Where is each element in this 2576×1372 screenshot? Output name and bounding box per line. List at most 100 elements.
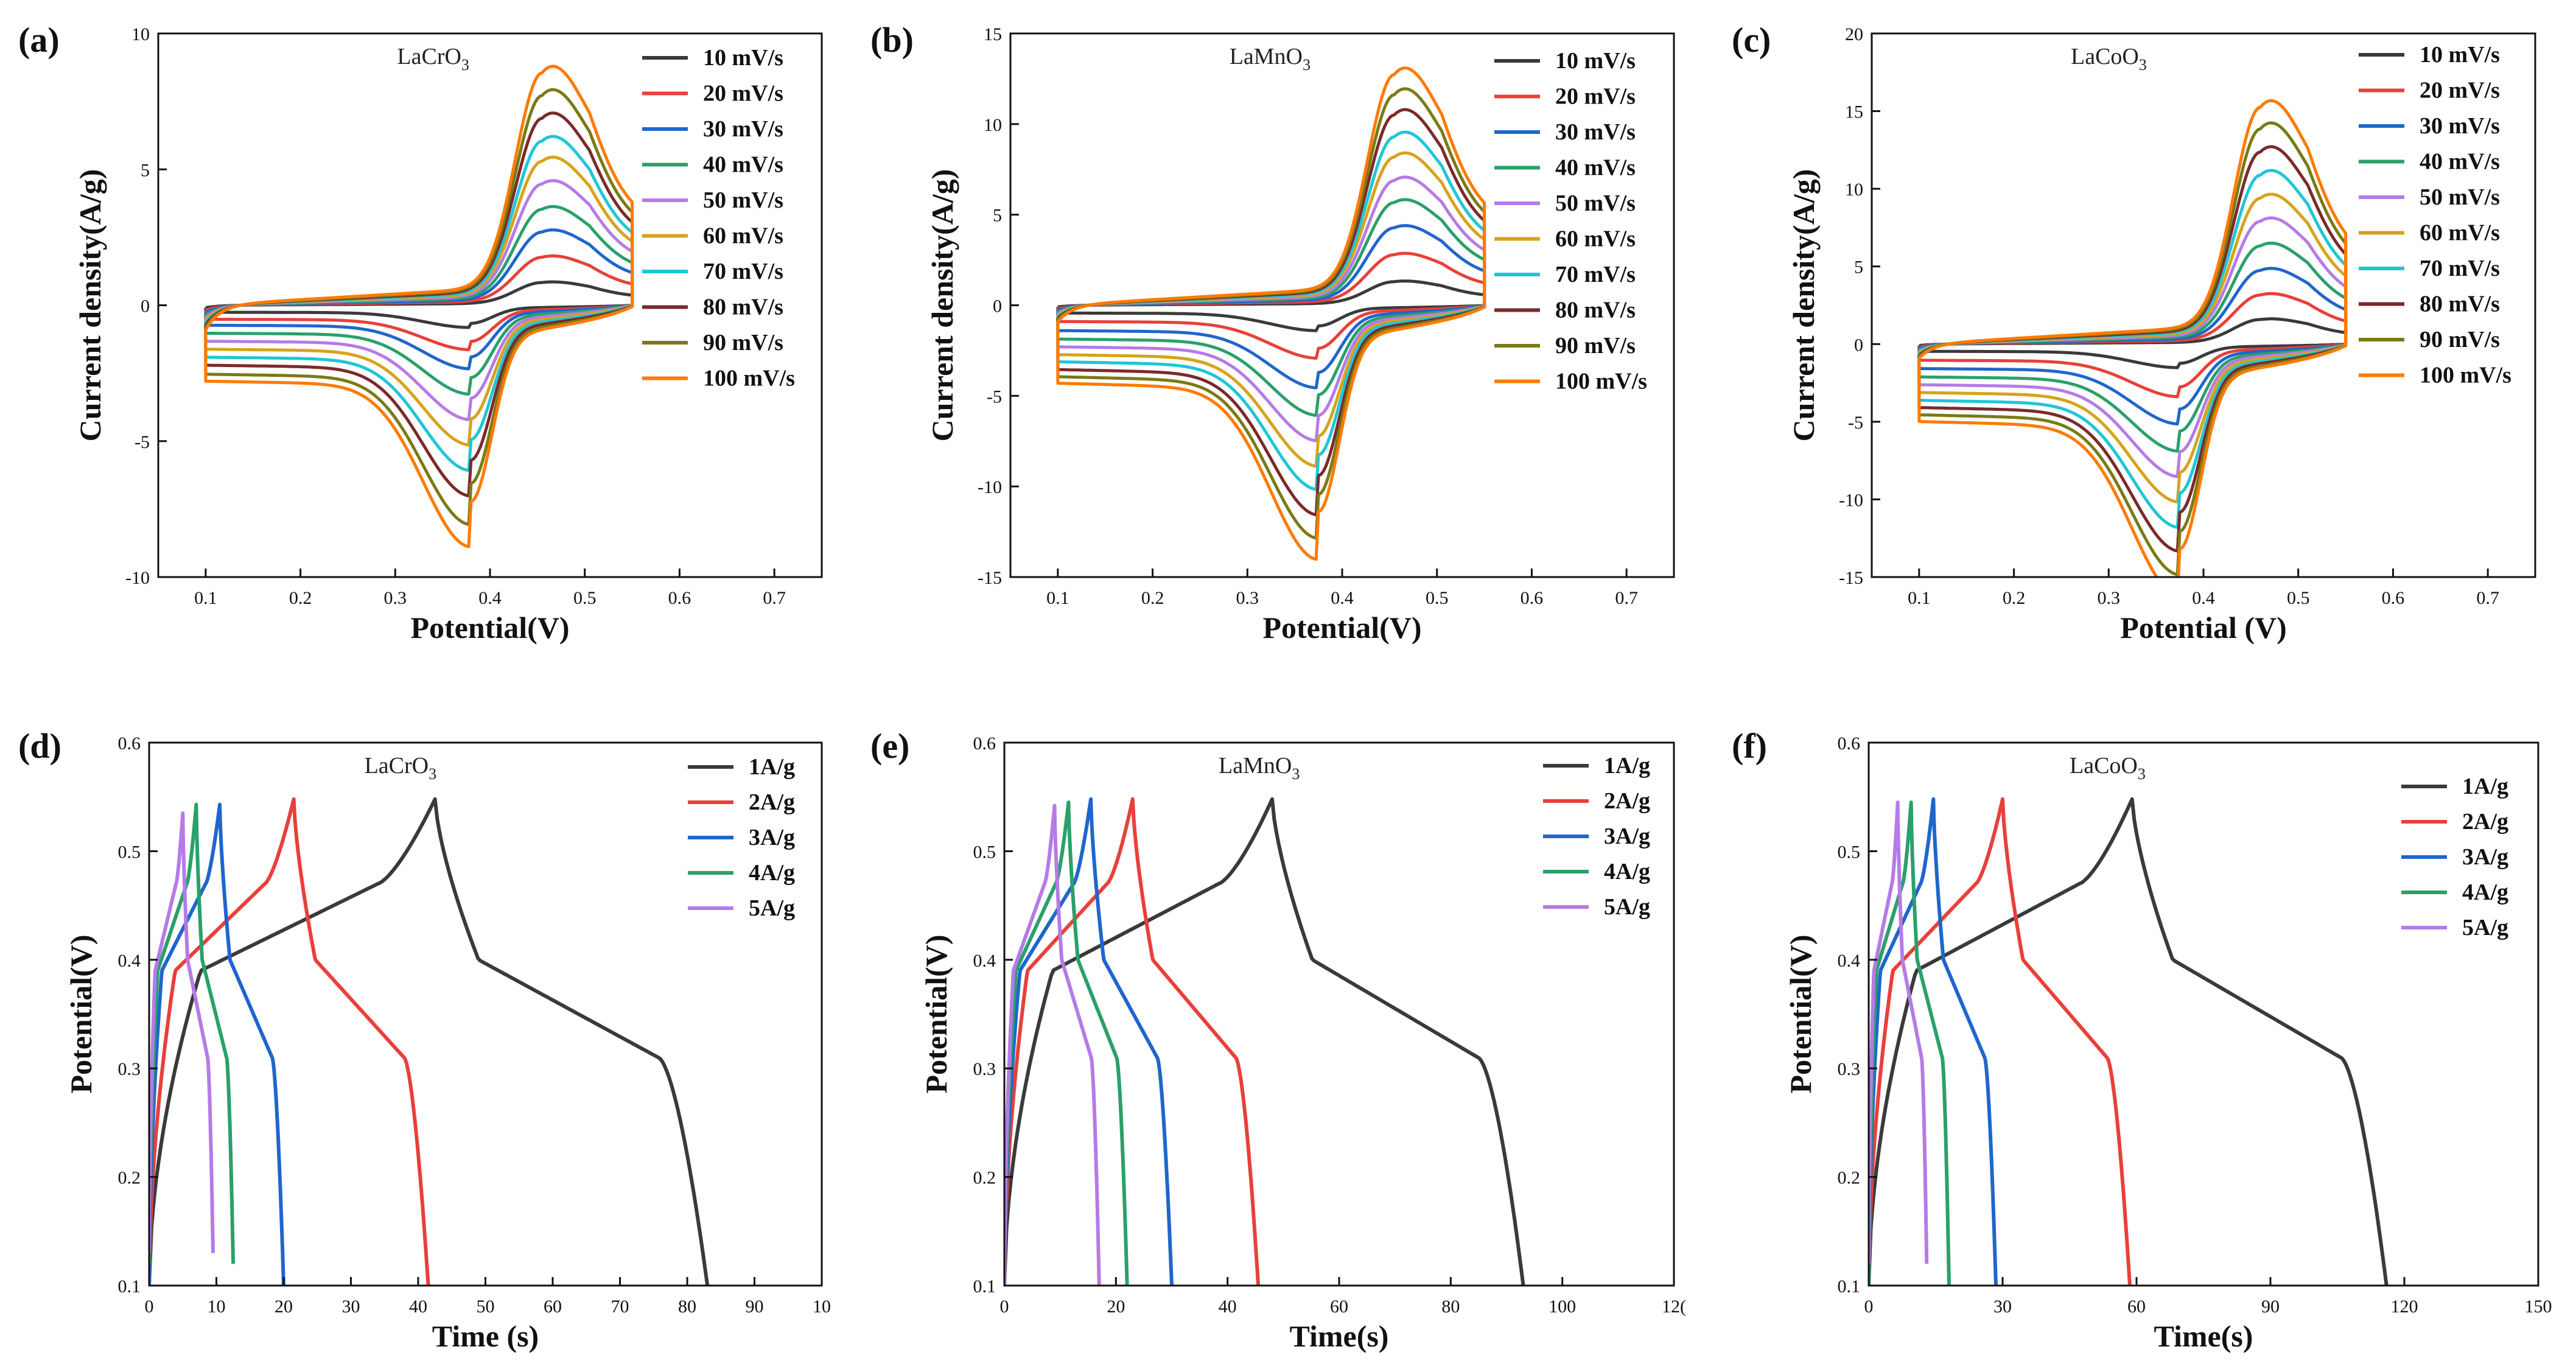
x-tick-label: 90: [746, 1297, 764, 1317]
legend-label: 10 mV/s: [703, 45, 783, 71]
legend-label: 60 mV/s: [1555, 226, 1636, 252]
legend-label: 50 mV/s: [2420, 184, 2500, 210]
x-tick-label: 0.3: [1236, 588, 1259, 608]
x-tick-label: 0.2: [1141, 588, 1164, 608]
y-axis-title: Current density(A/g): [1787, 169, 1821, 442]
legend-label: 20 mV/s: [1555, 84, 1636, 110]
x-tick-label: 90: [2261, 1297, 2280, 1317]
y-tick-label: 0.2: [973, 1168, 996, 1188]
y-tick-label: 0: [1854, 335, 1863, 355]
legend-label: 100 mV/s: [2420, 363, 2511, 388]
chart-panel-f: 0 30 60 90 120 150 0.1 0.2 0.3 0.4 0.5 0.6 Time(s) Po…: [1732, 726, 2552, 1353]
y-tick-label: 5: [1854, 257, 1863, 278]
legend-label: 80 mV/s: [2420, 292, 2500, 317]
x-tick-label: 0.5: [2287, 588, 2310, 608]
plot-frame: [148, 741, 823, 1287]
series-line-100-mv-s: [204, 65, 634, 548]
y-tick-label: 0.1: [973, 1276, 996, 1297]
legend-label: 1A/g: [749, 754, 795, 780]
legend-label: 2A/g: [1604, 788, 1650, 814]
legend-label: 70 mV/s: [703, 259, 783, 284]
x-tick-label: 0.7: [1615, 588, 1638, 608]
x-tick-label: 0.5: [1426, 588, 1449, 608]
legend-label: 100 mV/s: [1555, 369, 1647, 394]
y-tick-label: 20: [1845, 24, 1863, 44]
panel-label: (c): [1732, 20, 1771, 60]
chart-title: LaMnO3: [1230, 44, 1311, 74]
x-axis-title: Time(s): [1290, 1319, 1389, 1353]
y-tick-label: -5: [1848, 413, 1863, 433]
legend-label: 3A/g: [2462, 844, 2508, 870]
x-tick-label: 150: [2525, 1297, 2552, 1317]
x-tick-label: 40: [1219, 1297, 1237, 1317]
legend: 1A/g 2A/g 3A/g 4A/g 5A/g: [688, 754, 795, 921]
y-tick-label: 0.6: [1838, 733, 1861, 754]
x-tick-label: 60: [544, 1297, 562, 1317]
y-tick-label: 10: [1845, 180, 1863, 200]
x-tick-label: 0.7: [763, 588, 786, 608]
panel-label: (a): [18, 20, 60, 60]
y-tick-label: -5: [135, 432, 150, 452]
y-tick-label: -5: [987, 387, 1002, 407]
plot-frame: [1003, 741, 1675, 1287]
series-line-2a-g: [149, 797, 430, 1286]
y-tick-label: 5: [141, 160, 150, 180]
legend-label: 4A/g: [1604, 859, 1650, 884]
legend: 10 mV/s 20 mV/s 30 mV/s 40 mV/s 50 mV/s 60 mV…: [2359, 42, 2511, 388]
x-tick-label: 50: [477, 1297, 495, 1317]
legend-label: 70 mV/s: [1555, 262, 1636, 287]
x-tick-label: 0.6: [668, 588, 691, 608]
chart-title: LaCrO3: [365, 753, 437, 783]
y-tick-label: -10: [978, 477, 1002, 497]
series-line-4a-g: [1869, 800, 1951, 1286]
x-axis-title: Potential (V): [2120, 611, 2287, 645]
legend-label: 10 mV/s: [2420, 42, 2500, 68]
chart-panel-c: 0.1 0.2 0.3 0.4 0.5 0.6 0.7 -15 -10 -5 0 5 10 15 20 Pot…: [1732, 20, 2536, 645]
y-tick-label: 10: [131, 24, 150, 44]
x-tick-label: 0: [145, 1297, 154, 1317]
x-tick-label: 0.1: [1908, 588, 1931, 608]
y-axis-title: Current density(A/g): [73, 169, 107, 442]
legend-label: 4A/g: [2462, 880, 2508, 905]
legend-label: 3A/g: [749, 825, 795, 850]
x-tick-label: 30: [342, 1297, 360, 1317]
y-tick-label: 0.3: [1838, 1059, 1861, 1079]
y-tick-label: 0.1: [118, 1276, 141, 1297]
x-tick-label: 0.7: [2476, 588, 2499, 608]
legend-label: 5A/g: [749, 895, 795, 921]
x-tick-label: 0.3: [384, 588, 407, 608]
x-tick-label: 0.1: [194, 588, 217, 608]
legend-label: 90 mV/s: [1555, 333, 1636, 359]
series-line-1a-g: [1869, 797, 2389, 1286]
x-tick-label: 30: [1993, 1297, 2012, 1317]
y-tick-label: 0: [141, 296, 150, 317]
x-tick-label: 60: [1330, 1297, 1348, 1317]
y-tick-label: 0.6: [973, 733, 996, 754]
y-tick-label: 0.3: [118, 1059, 141, 1079]
legend-label: 5A/g: [1604, 894, 1650, 920]
x-tick-label: 0: [1000, 1297, 1009, 1317]
y-tick-label: 0.5: [1838, 842, 1861, 862]
x-tick-label: 0.2: [289, 588, 312, 608]
legend-label: 40 mV/s: [2420, 149, 2500, 175]
y-tick-label: -15: [978, 568, 1002, 588]
chart-panel-b: 0.1 0.2 0.3 0.4 0.5 0.6 0.7 -15 -10 -5 0 5 10 15 Poten…: [870, 20, 1675, 645]
y-tick-label: 0.1: [1838, 1276, 1861, 1297]
y-tick-label: 0.4: [1838, 951, 1861, 971]
x-tick-label: 0.1: [1046, 588, 1069, 608]
chart-panel-a: 0.1 0.2 0.3 0.4 0.5 0.6 0.7 -10 -5 0 5 10 Potential(…: [18, 20, 823, 645]
legend: 1A/g 2A/g 3A/g 4A/g 5A/g: [2401, 774, 2508, 940]
y-tick-label: -15: [1839, 568, 1863, 588]
y-axis-title: Potential(V): [1783, 934, 1818, 1093]
y-tick-label: 0: [993, 296, 1002, 317]
y-axis-title: Current density(A/g): [925, 169, 959, 442]
legend-label: 20 mV/s: [2420, 78, 2500, 103]
plot-frame: [1867, 741, 2539, 1287]
series-line-100-mv-s: [1056, 66, 1486, 561]
y-tick-label: 0.5: [118, 842, 141, 862]
y-tick-label: 15: [984, 24, 1002, 44]
legend-label: 1A/g: [2462, 774, 2508, 799]
legend-label: 2A/g: [749, 789, 795, 815]
panel-label: (e): [870, 726, 909, 766]
chart-title: LaCrO3: [397, 44, 469, 74]
